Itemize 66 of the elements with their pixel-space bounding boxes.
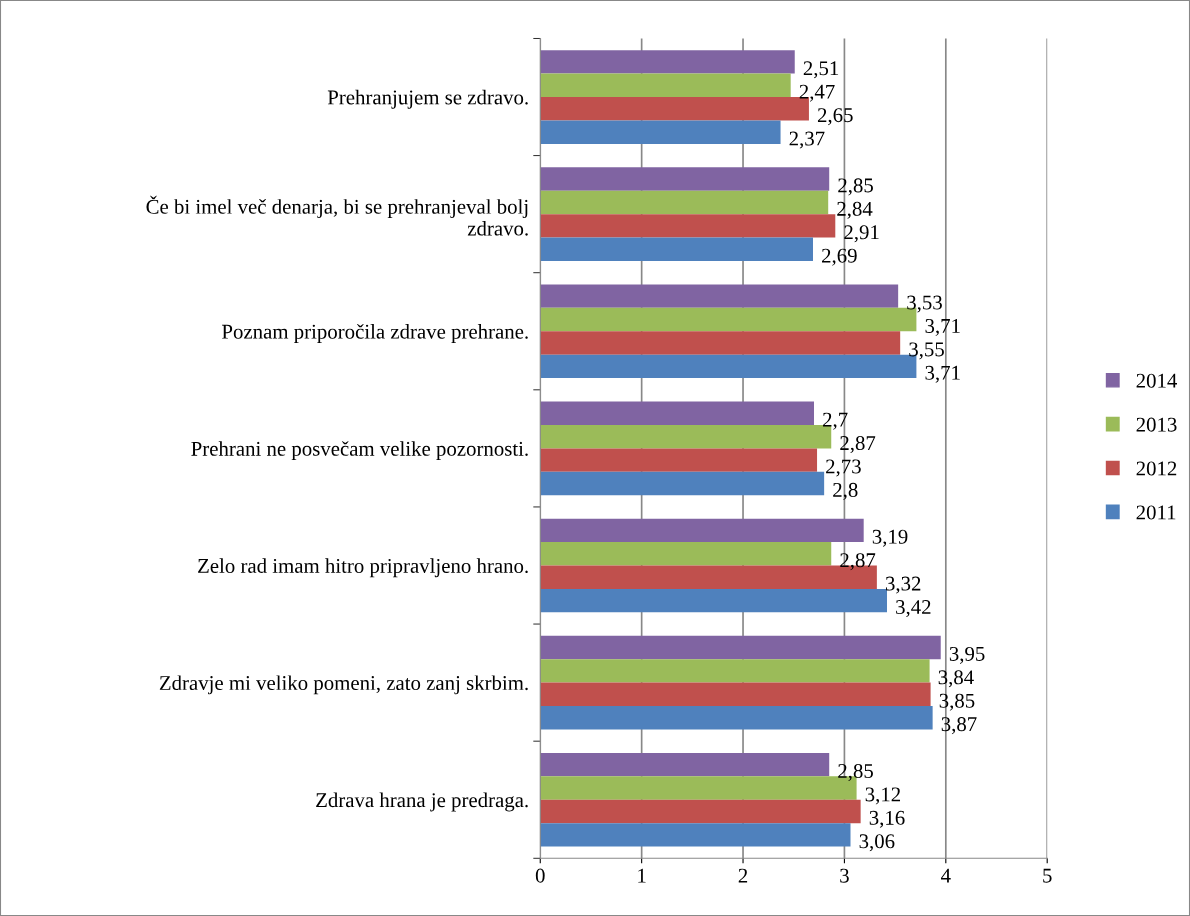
y-tick-label: Prehranjujem se zdravo.	[327, 89, 528, 109]
data-label: 2,84	[837, 201, 873, 219]
data-label: 3,87	[941, 717, 977, 735]
legend-label: 2011	[1136, 505, 1176, 520]
bar	[540, 706, 933, 730]
data-label: 2,51	[803, 61, 839, 79]
bar	[540, 284, 899, 308]
y-tick-label: Poznam priporočila zdrave prehrane.	[222, 324, 528, 343]
data-label: 3,55	[909, 342, 944, 360]
data-label: 3,95	[949, 646, 985, 664]
data-label: 2,91	[844, 225, 879, 243]
bar	[540, 799, 861, 824]
bar	[540, 635, 941, 660]
bar	[540, 331, 901, 355]
data-label: 3,71	[925, 365, 960, 383]
bar	[540, 50, 795, 74]
bar	[540, 237, 813, 261]
data-label: 3,53	[907, 295, 942, 313]
bar	[540, 682, 931, 707]
data-label: 2,73	[826, 459, 861, 477]
data-label: 2,47	[799, 84, 835, 102]
data-label: 2,69	[822, 248, 857, 266]
data-label: 3,12	[865, 787, 901, 805]
y-tick-label: Zdravje mi veliko pomeni, zato zanj skrbim.	[159, 675, 528, 695]
bar	[540, 518, 864, 543]
legend-label: 2014	[1136, 373, 1178, 388]
y-tick-label: Zelo rad imam hitro pripravljeno hrano.	[198, 558, 528, 578]
bar	[540, 214, 836, 238]
x-tick-label: 5	[1043, 868, 1052, 883]
data-label: 3,42	[896, 600, 931, 618]
data-label: 3,85	[939, 693, 975, 711]
data-label: 3,19	[872, 529, 908, 547]
bar	[540, 542, 832, 566]
data-label: 2,65	[817, 108, 853, 126]
bar	[540, 659, 930, 683]
data-label: 3,06	[859, 834, 895, 852]
legend-label: 2012	[1136, 461, 1177, 476]
x-tick-label: 1	[638, 868, 646, 883]
x-tick-label: 3	[840, 868, 849, 883]
data-label: 2,7	[823, 412, 848, 430]
x-tick-label: 2	[738, 868, 748, 883]
bar	[540, 167, 830, 191]
bar	[540, 588, 888, 613]
data-label: 2,37	[789, 131, 825, 149]
data-label: 3,71	[925, 318, 960, 336]
data-label: 2,87	[840, 436, 876, 454]
data-label: 3,84	[938, 670, 974, 688]
bar	[540, 752, 830, 777]
bar	[540, 471, 825, 496]
data-label: 3,16	[869, 810, 905, 828]
y-tick-label: Prehrani ne posvečam velike pozornosti.	[191, 441, 528, 461]
data-label: 2,85	[838, 763, 873, 782]
bar	[540, 120, 781, 144]
y-tick-label: Če bi imel več denarja, bi se prehranjeval bolj zdravo.	[146, 195, 528, 236]
bar	[540, 448, 818, 472]
y-tick-label: Zdrava hrana je predraga.	[316, 792, 528, 812]
bar	[540, 73, 791, 98]
x-tick-label: 4	[941, 868, 951, 883]
legend-label: 2013	[1136, 417, 1177, 432]
bar	[540, 823, 851, 847]
data-label: 2,8	[833, 482, 858, 500]
x-tick-label: 0	[535, 868, 545, 883]
data-label: 2,85	[838, 178, 873, 196]
data-label: 3,32	[885, 576, 921, 594]
bar	[540, 190, 829, 215]
bar	[540, 401, 815, 425]
